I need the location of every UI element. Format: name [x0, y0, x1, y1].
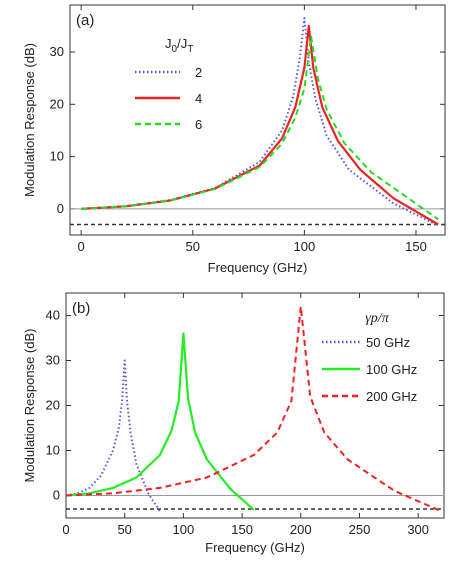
y-tick-label: 0	[57, 201, 64, 216]
legend-title: J0/JT	[165, 36, 193, 55]
x-tick-label: 300	[407, 522, 429, 537]
y-tick-label: 20	[46, 398, 60, 413]
legend-label: 50 GHz	[366, 335, 410, 350]
series-group	[66, 305, 443, 513]
y-axis-label: Modulation Response (dB)	[22, 43, 37, 197]
legend: J0/JT2 4 6	[135, 36, 202, 132]
legend-label: 100 GHz	[366, 362, 417, 377]
series-group	[81, 17, 439, 227]
series-line-6	[81, 35, 439, 221]
x-tick-label: 150	[231, 522, 253, 537]
x-tick-label: 0	[78, 239, 85, 254]
x-tick-label: 50	[117, 522, 131, 537]
x-axis-label: Frequency (GHz)	[205, 540, 305, 555]
chart-panel-a: 0 50 100 150 0 10 20 30 Frequency (GHz) Modulatio…	[22, 4, 446, 275]
series-line-100-ghz	[66, 332, 255, 511]
panel-label: (a)	[76, 12, 94, 29]
y-tick-label: 30	[46, 353, 60, 368]
x-tick-label: 100	[294, 239, 316, 254]
legend: γp/π 50 GHz 100 GHz 200 GHz	[322, 311, 417, 404]
x-tick-label: 50	[186, 239, 200, 254]
chart-panel-b: 0 50 100 150 200 250 300 0 10 20 30 40 Frequency (GH…	[22, 292, 445, 555]
y-tick-label: 20	[50, 96, 64, 111]
legend-title: γp/π	[365, 311, 389, 326]
legend-label: 6	[195, 117, 202, 132]
x-tick-label: 200	[290, 522, 312, 537]
legend-label: 2	[195, 65, 202, 80]
legend-label: 200 GHz	[366, 389, 417, 404]
x-axis-label: Frequency (GHz)	[208, 260, 308, 275]
y-tick-label: 0	[53, 488, 60, 503]
x-tick-label: 250	[349, 522, 371, 537]
legend-label: 4	[195, 91, 202, 106]
panel-label: (b)	[72, 300, 90, 317]
series-line-200-ghz	[66, 305, 443, 513]
y-tick-label: 40	[46, 308, 60, 323]
x-tick-label: 150	[405, 239, 427, 254]
y-tick-label: 30	[50, 44, 64, 59]
plot-frame	[69, 4, 446, 236]
y-axis-label: Modulation Response (dB)	[22, 329, 37, 483]
x-tick-label: 0	[62, 522, 69, 537]
y-tick-label: 10	[46, 443, 60, 458]
y-tick-label: 10	[50, 149, 64, 164]
series-line-50-ghz	[66, 359, 161, 512]
x-tick-label: 100	[173, 522, 195, 537]
series-line-2	[81, 17, 439, 227]
series-line-4	[81, 24, 439, 226]
